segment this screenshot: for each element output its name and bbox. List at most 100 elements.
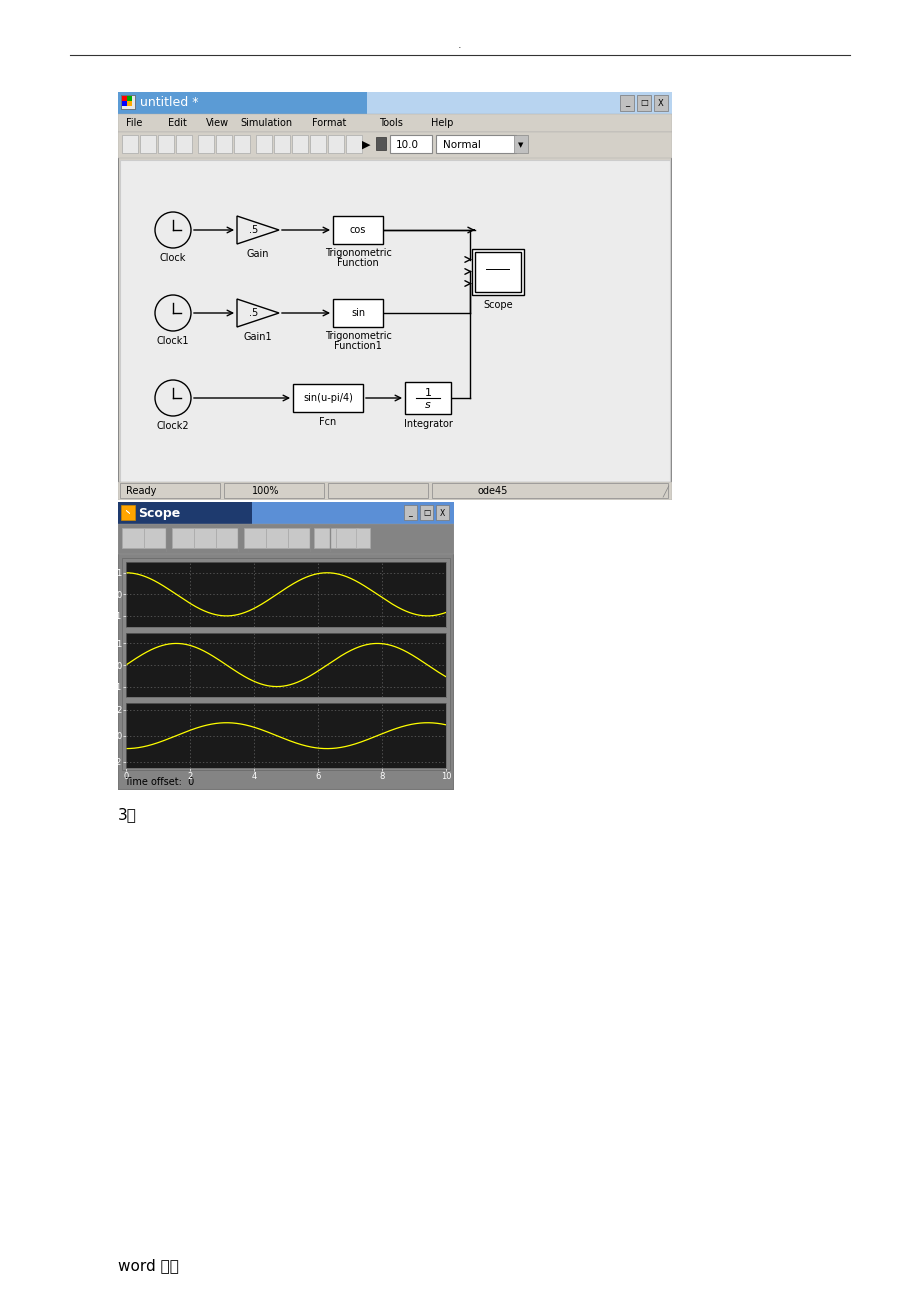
- FancyBboxPatch shape: [118, 92, 671, 500]
- FancyBboxPatch shape: [333, 216, 382, 243]
- Text: Function1: Function1: [334, 341, 381, 352]
- Text: Ready: Ready: [126, 486, 156, 496]
- Text: X: X: [657, 99, 664, 108]
- Text: □: □: [423, 509, 430, 517]
- FancyBboxPatch shape: [252, 503, 453, 523]
- FancyBboxPatch shape: [140, 135, 156, 154]
- FancyBboxPatch shape: [118, 523, 453, 553]
- FancyBboxPatch shape: [333, 299, 382, 327]
- FancyBboxPatch shape: [266, 529, 288, 548]
- FancyBboxPatch shape: [335, 529, 357, 548]
- FancyBboxPatch shape: [404, 381, 450, 414]
- FancyBboxPatch shape: [403, 505, 416, 519]
- Text: Simulation: Simulation: [240, 118, 292, 128]
- FancyBboxPatch shape: [653, 95, 667, 111]
- Text: □: □: [640, 99, 647, 108]
- FancyBboxPatch shape: [274, 135, 289, 154]
- FancyBboxPatch shape: [158, 135, 174, 154]
- FancyBboxPatch shape: [376, 137, 386, 150]
- Text: Trigonometric: Trigonometric: [324, 331, 391, 341]
- Text: cos: cos: [349, 225, 366, 234]
- FancyBboxPatch shape: [390, 135, 432, 154]
- Text: sin(u-pi/4): sin(u-pi/4): [302, 393, 353, 404]
- Text: _: _: [624, 99, 629, 108]
- FancyBboxPatch shape: [122, 96, 127, 102]
- FancyBboxPatch shape: [119, 483, 220, 497]
- FancyBboxPatch shape: [144, 529, 165, 548]
- FancyBboxPatch shape: [223, 483, 323, 497]
- Text: word 范文: word 范文: [118, 1258, 178, 1273]
- Text: Format: Format: [312, 118, 346, 128]
- FancyBboxPatch shape: [118, 132, 671, 158]
- FancyBboxPatch shape: [172, 529, 194, 548]
- FancyBboxPatch shape: [328, 135, 344, 154]
- Text: ▼: ▼: [517, 142, 523, 148]
- FancyBboxPatch shape: [233, 135, 250, 154]
- FancyBboxPatch shape: [118, 482, 671, 500]
- FancyBboxPatch shape: [436, 505, 448, 519]
- Text: s: s: [425, 400, 430, 410]
- FancyBboxPatch shape: [291, 135, 308, 154]
- FancyBboxPatch shape: [292, 384, 363, 411]
- FancyBboxPatch shape: [122, 102, 127, 105]
- Text: X: X: [439, 509, 445, 517]
- Text: 10.0: 10.0: [395, 141, 418, 150]
- FancyBboxPatch shape: [176, 135, 192, 154]
- FancyBboxPatch shape: [313, 529, 335, 548]
- FancyBboxPatch shape: [255, 135, 272, 154]
- FancyBboxPatch shape: [122, 559, 449, 769]
- Text: Edit: Edit: [168, 118, 187, 128]
- FancyBboxPatch shape: [346, 135, 361, 154]
- Text: Tools: Tools: [379, 118, 403, 128]
- Text: .: .: [458, 40, 461, 49]
- FancyBboxPatch shape: [328, 483, 427, 497]
- Text: ode45: ode45: [478, 486, 508, 496]
- FancyBboxPatch shape: [514, 135, 528, 154]
- Text: 1: 1: [424, 388, 431, 398]
- FancyBboxPatch shape: [356, 529, 369, 548]
- Text: Time offset:  0: Time offset: 0: [124, 777, 194, 786]
- FancyBboxPatch shape: [216, 529, 238, 548]
- FancyBboxPatch shape: [118, 503, 453, 790]
- Text: Clock1: Clock1: [156, 336, 189, 346]
- FancyBboxPatch shape: [244, 529, 266, 548]
- FancyBboxPatch shape: [420, 505, 433, 519]
- FancyBboxPatch shape: [127, 102, 131, 105]
- Text: 3，: 3，: [118, 807, 137, 822]
- Text: Clock2: Clock2: [156, 421, 189, 431]
- Text: Gain: Gain: [246, 249, 269, 259]
- FancyBboxPatch shape: [471, 249, 524, 294]
- FancyBboxPatch shape: [436, 135, 516, 154]
- Text: Normal: Normal: [443, 141, 481, 150]
- Text: untitled *: untitled *: [140, 96, 199, 109]
- FancyBboxPatch shape: [432, 483, 667, 497]
- FancyBboxPatch shape: [216, 135, 232, 154]
- FancyBboxPatch shape: [288, 529, 310, 548]
- Text: .5: .5: [249, 309, 258, 318]
- Text: View: View: [206, 118, 229, 128]
- Text: Gain1: Gain1: [244, 332, 272, 342]
- FancyBboxPatch shape: [310, 135, 325, 154]
- Text: _: _: [408, 509, 412, 517]
- Text: .5: .5: [249, 225, 258, 234]
- FancyBboxPatch shape: [367, 92, 671, 115]
- FancyBboxPatch shape: [122, 529, 144, 548]
- Text: ╱: ╱: [662, 486, 667, 497]
- Text: Integrator: Integrator: [403, 419, 452, 428]
- FancyBboxPatch shape: [194, 529, 216, 548]
- FancyBboxPatch shape: [474, 251, 520, 292]
- FancyBboxPatch shape: [619, 95, 633, 111]
- Text: Fcn: Fcn: [319, 417, 336, 427]
- FancyBboxPatch shape: [122, 135, 138, 154]
- FancyBboxPatch shape: [198, 135, 214, 154]
- FancyBboxPatch shape: [127, 96, 131, 102]
- Text: Trigonometric: Trigonometric: [324, 247, 391, 258]
- FancyBboxPatch shape: [121, 95, 135, 109]
- FancyBboxPatch shape: [118, 92, 367, 115]
- Text: ▶: ▶: [361, 141, 369, 150]
- FancyBboxPatch shape: [118, 115, 671, 132]
- Text: Help: Help: [430, 118, 453, 128]
- Text: Scope: Scope: [482, 301, 512, 310]
- FancyBboxPatch shape: [636, 95, 651, 111]
- FancyBboxPatch shape: [118, 503, 252, 523]
